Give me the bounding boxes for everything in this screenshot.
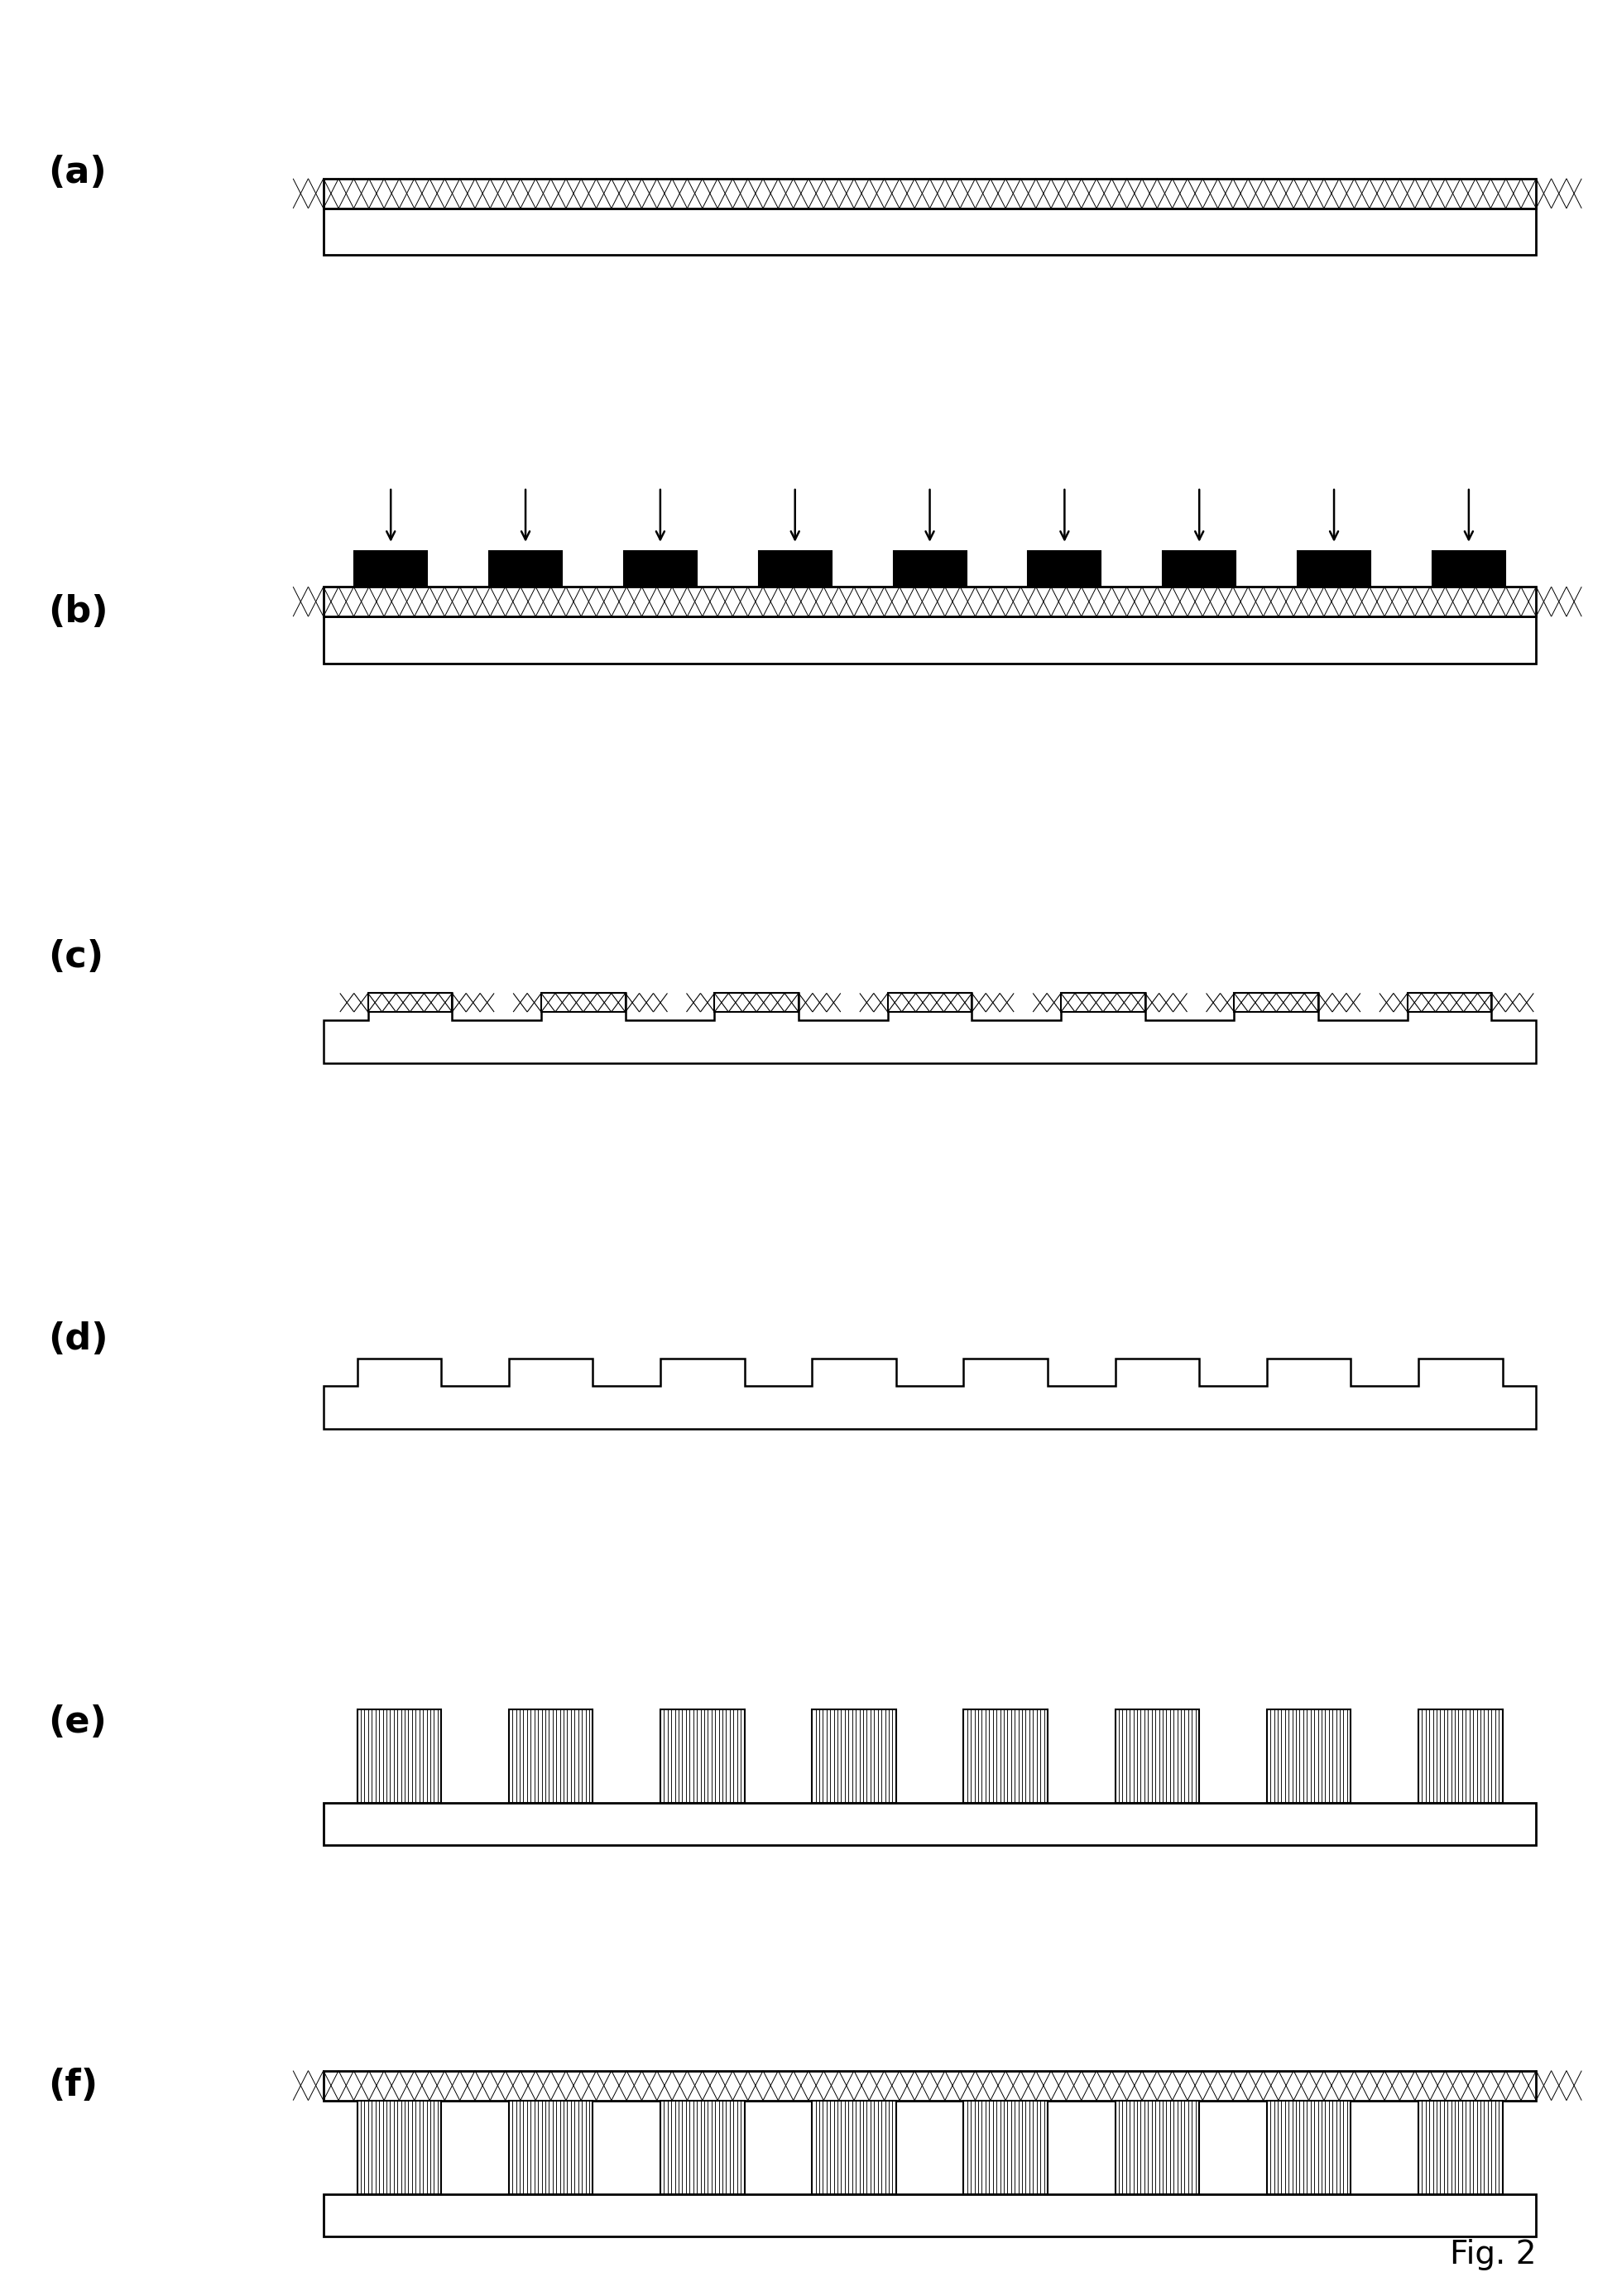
- Bar: [323, 2071, 1536, 2101]
- Bar: [1061, 994, 1145, 1013]
- Text: (c): (c): [49, 939, 103, 974]
- Bar: [323, 1802, 1536, 1846]
- Text: (b): (b): [49, 595, 108, 629]
- Bar: [758, 551, 831, 588]
- Bar: [1028, 551, 1101, 588]
- Bar: [542, 994, 626, 1013]
- Bar: [1407, 994, 1491, 1013]
- Bar: [624, 551, 697, 588]
- Bar: [323, 618, 1536, 664]
- Bar: [1266, 2101, 1350, 2195]
- Bar: [964, 1708, 1048, 1802]
- Bar: [660, 2101, 744, 2195]
- Bar: [509, 2101, 593, 2195]
- Bar: [964, 2101, 1048, 2195]
- Text: (e): (e): [49, 1704, 107, 1740]
- Bar: [509, 1708, 593, 1802]
- Text: (a): (a): [49, 154, 107, 191]
- Bar: [323, 209, 1536, 255]
- Bar: [1234, 994, 1318, 1013]
- Bar: [323, 2195, 1536, 2236]
- Bar: [1433, 551, 1505, 588]
- Bar: [490, 551, 563, 588]
- Bar: [1418, 1708, 1502, 1802]
- Bar: [1418, 2101, 1502, 2195]
- Bar: [893, 551, 967, 588]
- Bar: [1163, 551, 1235, 588]
- Bar: [354, 551, 427, 588]
- Bar: [1266, 1708, 1350, 1802]
- Bar: [888, 994, 972, 1013]
- Polygon shape: [323, 1359, 1536, 1428]
- Bar: [715, 994, 799, 1013]
- Bar: [369, 994, 453, 1013]
- Bar: [1116, 2101, 1200, 2195]
- Bar: [357, 2101, 441, 2195]
- Bar: [812, 2101, 896, 2195]
- Text: Fig. 2: Fig. 2: [1450, 2239, 1536, 2271]
- Bar: [812, 1708, 896, 1802]
- Text: (d): (d): [49, 1322, 108, 1357]
- Text: (f): (f): [49, 2069, 99, 2103]
- Bar: [1116, 1708, 1200, 1802]
- Bar: [660, 1708, 744, 1802]
- Bar: [1297, 551, 1370, 588]
- Bar: [357, 1708, 441, 1802]
- Bar: [323, 588, 1536, 618]
- Bar: [323, 179, 1536, 209]
- Polygon shape: [323, 994, 1536, 1063]
